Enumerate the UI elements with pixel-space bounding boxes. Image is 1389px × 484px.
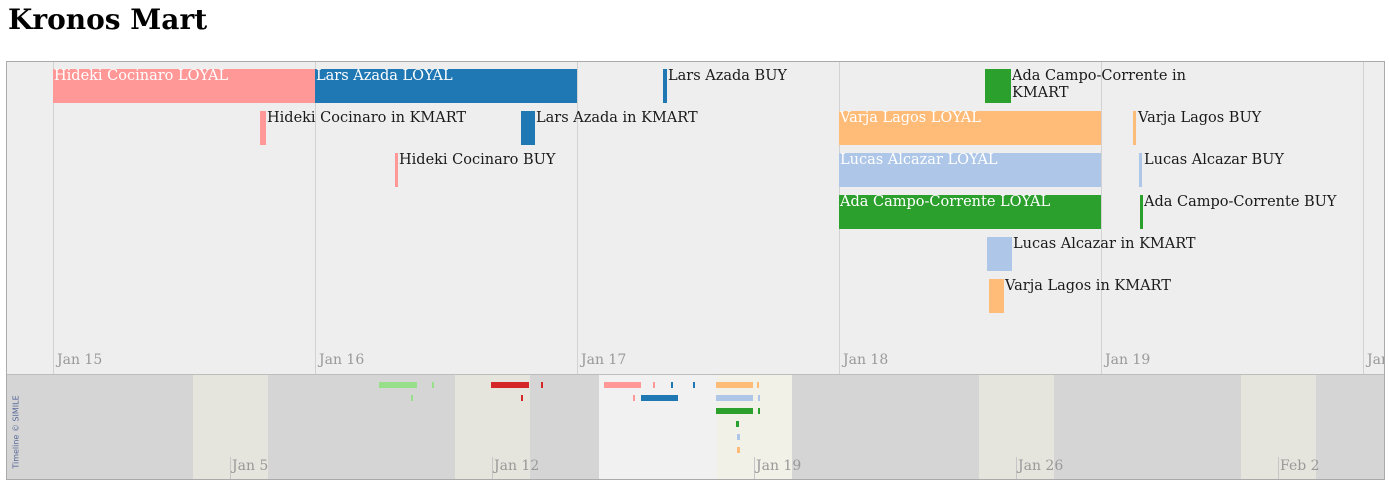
lower-tick	[754, 457, 755, 479]
event-label-lars-buy[interactable]: Lars Azada BUY	[668, 68, 787, 84]
overview-label-feb-2: Feb 2	[1280, 458, 1320, 474]
timeline-widget[interactable]: Jan 15 Jan 16 Jan 17 Jan 18 Jan 19 Jan 2…	[6, 61, 1385, 480]
overview-event	[521, 395, 523, 401]
event-label-lucas-buy[interactable]: Lucas Alcazar BUY	[1144, 152, 1284, 168]
overview-event	[736, 421, 739, 427]
overview-label-jan-26: Jan 26	[1018, 458, 1064, 474]
overview-event	[693, 382, 695, 388]
date-label-jan-15: Jan 15	[57, 352, 103, 368]
overview-event	[653, 382, 655, 388]
event-label-ada-buy[interactable]: Ada Campo-Corrente BUY	[1144, 194, 1337, 210]
event-marker-lars-buy[interactable]	[663, 69, 667, 103]
overview-event	[541, 382, 543, 388]
overview-event	[633, 395, 635, 401]
band-divider	[7, 374, 1384, 375]
gridline-jan-16	[315, 62, 316, 374]
date-label-jan-19: Jan 19	[1105, 352, 1151, 368]
event-label-lucas-loyal[interactable]: Lucas Alcazar LOYAL	[840, 152, 998, 168]
overview-event	[758, 408, 760, 414]
overview-event	[379, 382, 417, 388]
event-bar-lars-loyal[interactable]	[315, 69, 577, 103]
gridline-jan-15	[53, 62, 54, 374]
event-bar-lucas-loyal[interactable]	[839, 153, 1101, 187]
event-label-hideki-buy[interactable]: Hideki Cocinaro BUY	[399, 152, 556, 168]
lower-tick	[492, 457, 493, 479]
overview-event	[411, 395, 413, 401]
date-label-jan-18: Jan 18	[843, 352, 889, 368]
event-label-ada-in-kmart[interactable]: Ada Campo-Corrente in KMART	[1012, 68, 1187, 101]
event-bar-ada-loyal[interactable]	[839, 195, 1101, 229]
overview-label-jan-12: Jan 12	[494, 458, 540, 474]
event-bar-varja-loyal[interactable]	[839, 111, 1101, 145]
event-marker-ada-buy[interactable]	[1140, 195, 1143, 229]
event-label-varja-buy[interactable]: Varja Lagos BUY	[1138, 110, 1262, 126]
event-bar-lucas-in-kmart[interactable]	[987, 237, 1012, 271]
timeline-upper-band[interactable]: Jan 15 Jan 16 Jan 17 Jan 18 Jan 19 Jan 2…	[7, 62, 1384, 374]
overview-event	[716, 408, 753, 414]
visible-range-highlight[interactable]	[599, 375, 717, 479]
overview-event	[758, 395, 760, 401]
gridline-jan-17	[577, 62, 578, 374]
overview-event	[432, 382, 434, 388]
overview-event	[737, 434, 740, 440]
event-marker-lucas-buy[interactable]	[1139, 153, 1142, 187]
event-label-lars-loyal[interactable]: Lars Azada LOYAL	[316, 68, 453, 84]
overview-event	[671, 382, 673, 388]
overview-event	[641, 395, 678, 401]
overview-event	[604, 382, 641, 388]
event-marker-hideki-buy[interactable]	[395, 153, 398, 187]
event-bar-ada-in-kmart[interactable]	[985, 69, 1011, 103]
overview-event	[737, 447, 740, 453]
event-label-hideki-in-kmart[interactable]: Hideki Cocinaro in KMART	[267, 110, 467, 126]
event-label-lars-in-kmart[interactable]: Lars Azada in KMART	[536, 110, 698, 126]
date-label-jan-17: Jan 17	[581, 352, 627, 368]
event-marker-varja-buy[interactable]	[1133, 111, 1136, 145]
page-title: Kronos Mart	[8, 3, 208, 36]
date-label-jan-16: Jan 16	[319, 352, 365, 368]
event-bar-varja-in-kmart[interactable]	[989, 279, 1004, 313]
event-bar-hideki-in-kmart[interactable]	[260, 111, 266, 145]
overview-label-jan-5: Jan 5	[232, 458, 269, 474]
overview-event	[716, 382, 753, 388]
event-label-lucas-in-kmart[interactable]: Lucas Alcazar in KMART	[1013, 236, 1196, 252]
simile-copyright[interactable]: Timeline © SIMILE	[9, 390, 23, 474]
copyright-text[interactable]: Timeline © SIMILE	[11, 395, 21, 469]
event-label-hideki-loyal[interactable]: Hideki Cocinaro LOYAL	[54, 68, 229, 84]
gridline-jan-20	[1363, 62, 1364, 374]
overview-event	[757, 382, 759, 388]
overview-event	[716, 395, 753, 401]
timeline-overview-band[interactable]: Jan 5 Jan 12 Jan 19 Jan 26 Feb 2	[7, 375, 1384, 479]
event-label-varja-in-kmart[interactable]: Varja Lagos in KMART	[1005, 278, 1171, 294]
overview-label-jan-19: Jan 19	[756, 458, 802, 474]
lower-tick	[230, 457, 231, 479]
event-label-varja-loyal[interactable]: Varja Lagos LOYAL	[840, 110, 981, 126]
event-bar-hideki-loyal[interactable]	[53, 69, 315, 103]
date-label-jan-20: Jan 20	[1367, 352, 1384, 368]
lower-tick	[1016, 457, 1017, 479]
gridline-jan-19	[1101, 62, 1102, 374]
event-label-ada-loyal[interactable]: Ada Campo-Corrente LOYAL	[840, 194, 1051, 210]
overview-event	[491, 382, 529, 388]
event-bar-lars-in-kmart[interactable]	[521, 111, 535, 145]
lower-tick	[1278, 457, 1279, 479]
